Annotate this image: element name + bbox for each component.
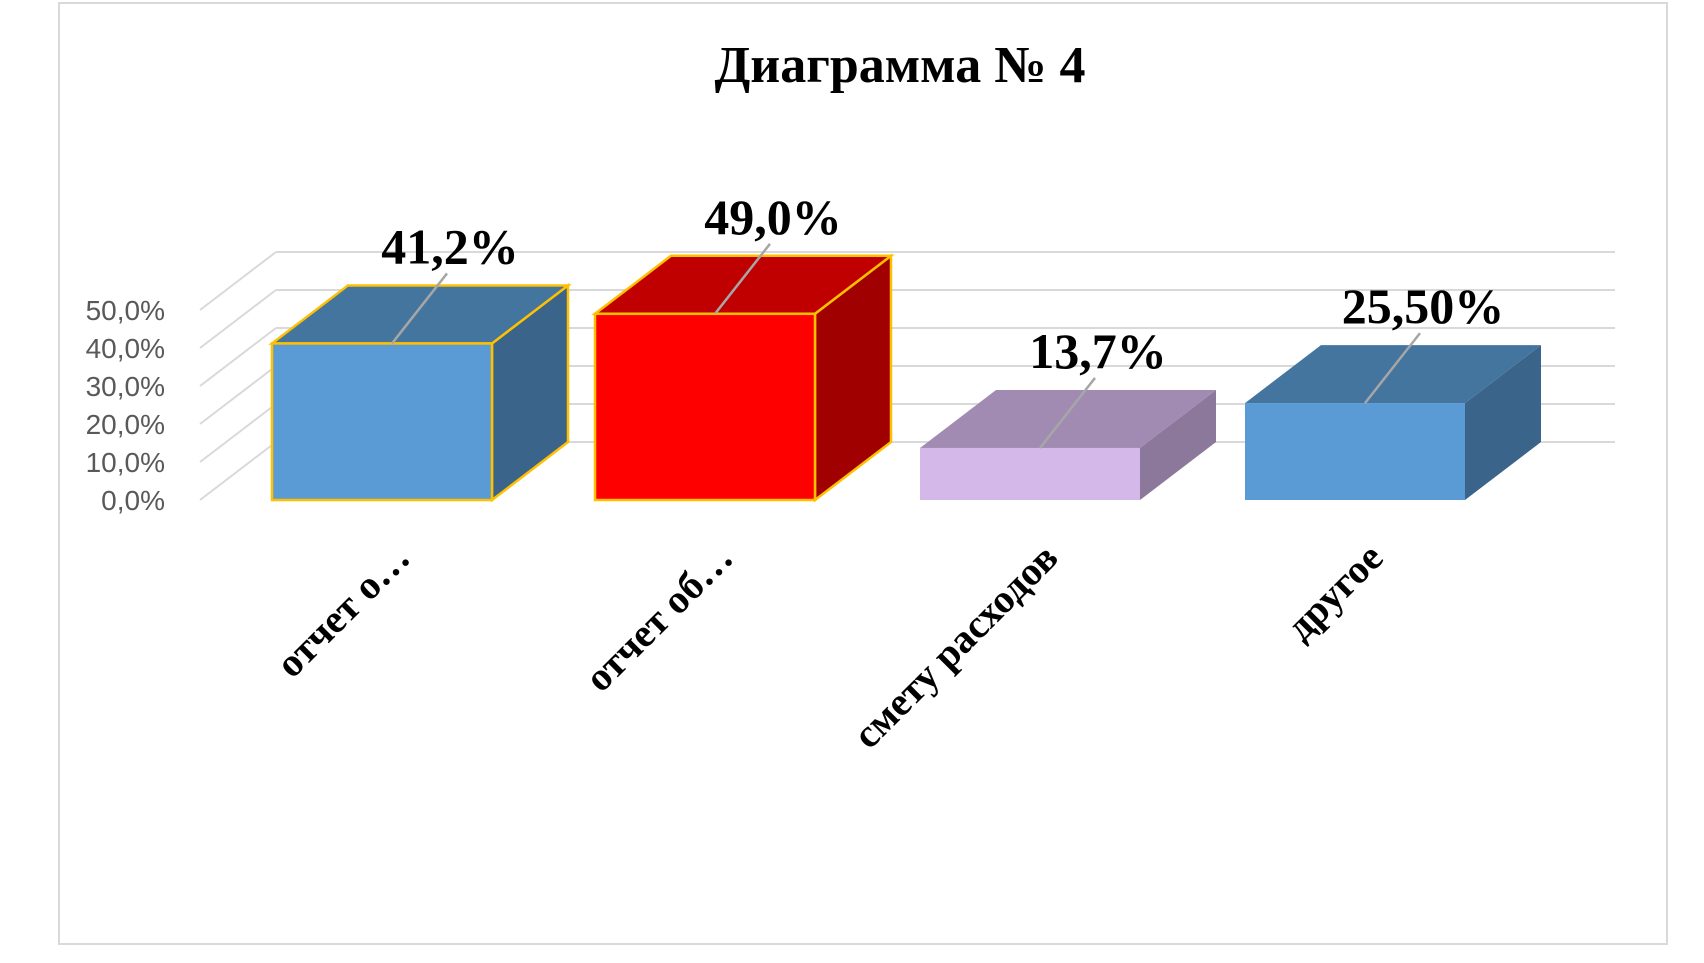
x-axis-categories: отчет о… отчет об… смету расходов другое — [267, 535, 1391, 757]
y-tick-label: 20,0% — [86, 409, 165, 440]
gridline-depth — [199, 365, 277, 425]
y-tick-label: 10,0% — [86, 447, 165, 478]
bar-front-face — [1245, 403, 1465, 500]
bar-top-face — [1245, 345, 1541, 404]
y-tick-label: 50,0% — [86, 295, 165, 326]
bar-side-face — [1140, 389, 1216, 500]
bar-top-face — [920, 389, 1216, 448]
data-label: 13,7% — [1029, 323, 1167, 379]
bar-4 — [1245, 345, 1541, 500]
data-label: 41,2% — [381, 218, 519, 274]
x-category-label: смету расходов — [844, 535, 1066, 757]
data-label-leader — [1039, 377, 1096, 449]
x-category-label: отчет о… — [267, 535, 418, 686]
data-label-leader — [714, 243, 771, 315]
bars — [268, 253, 1541, 503]
data-label-leader — [1364, 332, 1421, 404]
gridline-depth — [199, 289, 277, 349]
gridline-depth — [199, 403, 277, 463]
data-label: 49,0% — [704, 189, 842, 245]
bar-front-face — [920, 447, 1140, 500]
y-tick-label: 40,0% — [86, 333, 165, 364]
bar-2 — [591, 253, 895, 503]
gridline-depth — [199, 441, 277, 501]
y-axis-ticks: 0,0% 10,0% 20,0% 30,0% 40,0% 50,0% — [86, 295, 165, 516]
x-category-label: другое — [1277, 535, 1391, 649]
y-tick-label: 30,0% — [86, 371, 165, 402]
data-label: 25,50% — [1342, 278, 1505, 334]
data-label-leader — [391, 272, 448, 345]
chart-title: Диаграмма № 4 — [714, 37, 1085, 94]
bar-front-face — [593, 312, 817, 502]
y-tick-label: 0,0% — [101, 485, 165, 516]
bar-front-face — [270, 342, 494, 502]
data-labels: 41,2% 49,0% 13,7% 25,50% — [381, 189, 1505, 449]
bar-side-face — [1465, 345, 1541, 500]
gridline-depth — [199, 251, 277, 311]
bar-1 — [268, 282, 572, 503]
bar-3 — [920, 389, 1216, 500]
gridline-depth — [199, 327, 277, 387]
x-category-label: отчет об… — [576, 535, 742, 701]
